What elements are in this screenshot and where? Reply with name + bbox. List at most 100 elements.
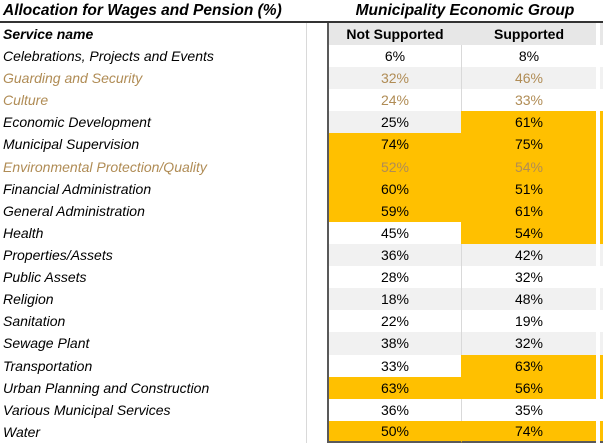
supported-value-cell[interactable]: 32% [461,266,596,289]
supported-value-cell[interactable]: 48% [461,288,596,311]
edge-gap [596,420,600,443]
supported-value-cell[interactable]: 63% [461,354,596,377]
supported-value-cell[interactable]: 51% [461,177,596,200]
edge-gap [596,376,600,399]
service-name-cell[interactable]: Municipal Supervision [0,133,307,156]
service-name-cell[interactable]: Water [0,420,307,443]
column-header-supported[interactable]: Supported [461,23,596,45]
service-name-cell[interactable]: Properties/Assets [0,243,307,267]
service-name-cell[interactable]: Sanitation [0,310,307,333]
not-supported-value-cell[interactable]: 60% [327,177,461,200]
not-supported-value-cell[interactable]: 18% [327,288,461,311]
supported-value-cell[interactable]: 46% [461,67,596,90]
column-gap [307,111,327,134]
column-gap [307,376,327,399]
not-supported-value-cell[interactable]: 25% [327,111,461,134]
service-name-cell[interactable]: Guarding and Security [0,67,307,90]
service-name-cell[interactable]: General Administration [0,199,307,222]
service-name-cell[interactable]: Celebrations, Projects and Events [0,45,307,68]
title-row: Allocation for Wages and Pension (%) Mun… [0,0,603,21]
not-supported-value-cell[interactable]: 52% [327,155,461,178]
table-row: Various Municipal Services 36% 35% [0,398,603,421]
group-title: Municipality Economic Group [355,1,575,19]
supported-value-cell[interactable]: 61% [461,111,596,134]
supported-value-cell[interactable]: 54% [461,221,596,244]
column-header-not-supported[interactable]: Not Supported [327,23,461,45]
edge-gap [596,45,600,68]
column-gap [307,199,327,222]
column-gap [307,310,327,333]
not-supported-value-cell[interactable]: 32% [327,67,461,90]
service-name-cell[interactable]: Environmental Protection/Quality [0,155,307,178]
supported-value-cell[interactable]: 56% [461,376,596,399]
table-title: Allocation for Wages and Pension (%) [3,1,282,19]
edge-gap [596,133,600,156]
edge-gap [596,67,600,90]
supported-value-cell[interactable]: 61% [461,199,596,222]
table-row: Properties/Assets 36% 42% [0,243,603,267]
edge-gap [596,288,600,311]
not-supported-value-cell[interactable]: 28% [327,266,461,289]
edge-gap [596,111,600,134]
table-row: Municipal Supervision 74% 75% [0,133,603,156]
adjacent-column-sliver [600,177,603,200]
not-supported-value-cell[interactable]: 74% [327,133,461,156]
column-gap [307,354,327,377]
adjacent-column-sliver [600,221,603,244]
service-name-cell[interactable]: Financial Administration [0,177,307,200]
edge-gap [596,266,600,289]
edge-gap [596,199,600,222]
service-name-cell[interactable]: Public Assets [0,266,307,289]
service-name-cell[interactable]: Economic Development [0,111,307,134]
supported-value-cell[interactable]: 42% [461,243,596,267]
column-gap [307,288,327,311]
not-supported-value-cell[interactable]: 24% [327,89,461,112]
not-supported-value-cell[interactable]: 36% [327,398,461,421]
service-name-cell[interactable]: Transportation [0,354,307,377]
adjacent-column-sliver [600,199,603,222]
supported-value-cell[interactable]: 35% [461,398,596,421]
not-supported-value-cell[interactable]: 6% [327,45,461,68]
edge-gap [596,332,600,355]
edge-gap [596,89,600,112]
not-supported-value-cell[interactable]: 38% [327,332,461,355]
column-gap [307,266,327,289]
supported-value-cell[interactable]: 32% [461,332,596,355]
supported-value-cell[interactable]: 54% [461,155,596,178]
column-gap [307,398,327,421]
column-gap [307,67,327,90]
supported-value-cell[interactable]: 8% [461,45,596,68]
not-supported-value-cell[interactable]: 45% [327,221,461,244]
not-supported-value-cell[interactable]: 50% [327,420,461,443]
column-gap [307,23,327,45]
service-name-cell[interactable]: Urban Planning and Construction [0,376,307,399]
adjacent-column-sliver [600,243,603,267]
edge-gap [596,177,600,200]
service-name-cell[interactable]: Religion [0,288,307,311]
edge-gap [596,398,600,421]
not-supported-value-cell[interactable]: 22% [327,310,461,333]
table-row: Economic Development 25% 61% [0,111,603,134]
service-name-cell[interactable]: Various Municipal Services [0,398,307,421]
table-row: Sanitation 22% 19% [0,310,603,333]
not-supported-value-cell[interactable]: 59% [327,199,461,222]
not-supported-value-cell[interactable]: 63% [327,376,461,399]
adjacent-column-sliver [600,354,603,377]
edge-gap [596,243,600,267]
supported-value-cell[interactable]: 75% [461,133,596,156]
column-header-service[interactable]: Service name [0,23,307,45]
column-gap [307,332,327,355]
service-name-cell[interactable]: Health [0,221,307,244]
supported-value-cell[interactable]: 19% [461,310,596,333]
service-name-cell[interactable]: Culture [0,89,307,112]
header-row: Service name Not Supported Supported [0,23,603,45]
supported-value-cell[interactable]: 33% [461,89,596,112]
table-row: Financial Administration 60% 51% [0,177,603,200]
supported-value-cell[interactable]: 74% [461,420,596,443]
not-supported-value-cell[interactable]: 33% [327,354,461,377]
not-supported-value-cell[interactable]: 36% [327,243,461,267]
column-gap [307,133,327,156]
service-name-cell[interactable]: Sewage Plant [0,332,307,355]
table-row: General Administration 59% 61% [0,199,603,222]
